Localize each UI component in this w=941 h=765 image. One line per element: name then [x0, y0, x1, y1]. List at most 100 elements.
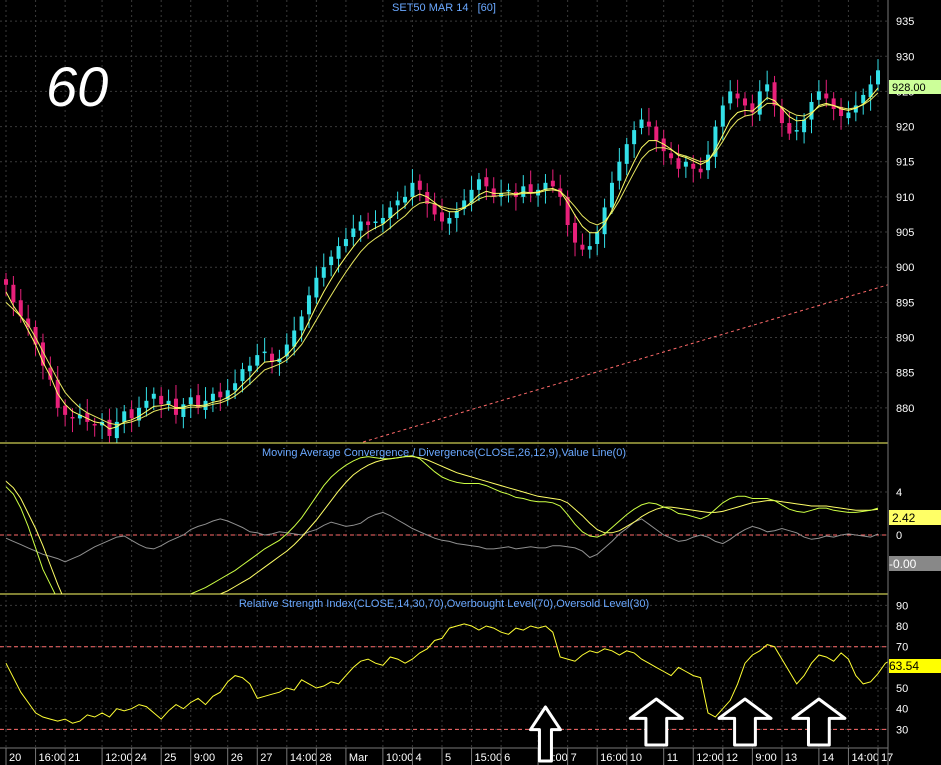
candle-body: [366, 221, 371, 226]
candle-body: [720, 105, 725, 127]
candle-body: [757, 91, 762, 115]
candle-body: [225, 390, 230, 400]
candle-body: [188, 397, 193, 405]
candle-body: [403, 196, 408, 203]
rsi-line: [5, 623, 888, 724]
candle-body: [617, 161, 622, 181]
candles: [4, 59, 880, 443]
up-arrow-2-icon: [628, 697, 684, 747]
candle-body: [809, 101, 814, 120]
time-tick-label: 5: [445, 752, 451, 764]
candle-body: [270, 353, 275, 363]
time-tick-label: 6: [504, 752, 510, 764]
time-tick-label: 16:00: [39, 752, 67, 764]
candle-body: [144, 400, 149, 408]
price-axis: 880885890895900905910915920925930935: [896, 16, 914, 415]
candle-body: [388, 207, 393, 218]
time-tick-label: 13: [785, 752, 797, 764]
time-tick-label: 14:00: [290, 752, 318, 764]
candle-body: [107, 419, 112, 436]
candle-body: [314, 277, 319, 298]
candle-body: [676, 158, 681, 169]
time-tick-label: 7: [571, 752, 577, 764]
candle-body: [373, 221, 378, 223]
candle-body: [706, 154, 711, 171]
up-arrow-3-icon: [717, 697, 773, 747]
price-tick-label: 910: [896, 192, 914, 204]
candle-body: [462, 200, 467, 209]
price-tick-label: 900: [896, 262, 914, 274]
candle-body: [240, 369, 245, 382]
candle-body: [181, 404, 186, 417]
up-arrow-1-icon: [528, 705, 562, 763]
macd-last-value: 2.42: [892, 511, 916, 525]
time-tick-label: 10:00: [386, 752, 414, 764]
candle-body: [580, 244, 585, 250]
candle-body: [713, 126, 718, 157]
candle-body: [646, 121, 651, 127]
macd-zero-label: -0.00: [889, 556, 941, 571]
annotation-arrows[interactable]: [528, 697, 847, 763]
price-tick-label: 885: [896, 368, 914, 380]
candle-body: [380, 217, 385, 224]
candle-body: [218, 391, 223, 398]
chart-title: SET50 MAR 14 [60]: [392, 2, 496, 14]
candle-body: [735, 93, 740, 99]
candle-body: [40, 342, 45, 366]
candle-body: [853, 105, 858, 113]
candle-body: [351, 228, 356, 237]
up-arrow-4-icon: [791, 697, 847, 747]
time-tick-label: 24: [135, 752, 147, 764]
macd-tick-label: 0: [896, 530, 902, 542]
candle-body: [691, 163, 696, 169]
macd-signal-line: [5, 456, 879, 594]
macd-axis: 04: [896, 487, 902, 542]
candle-body: [587, 246, 592, 250]
candle-body: [491, 188, 496, 197]
candle-body: [742, 98, 747, 106]
candle-body: [794, 130, 799, 132]
candle-body: [876, 70, 880, 85]
time-tick-label: 21: [68, 752, 80, 764]
ma-fast-line: [5, 87, 879, 430]
price-panel[interactable]: [4, 59, 888, 478]
macd-panel[interactable]: [0, 455, 888, 651]
price-tick-label: 895: [896, 297, 914, 309]
candle-body: [137, 407, 142, 421]
candle-body: [573, 222, 578, 243]
time-tick-label: 12: [726, 752, 738, 764]
price-tick-label: 905: [896, 227, 914, 239]
candle-body: [151, 393, 156, 399]
candle-body: [654, 126, 659, 141]
candle-body: [632, 130, 637, 145]
time-tick-label: 14:00: [851, 752, 879, 764]
trend-line[interactable]: [242, 284, 888, 478]
candle-body: [417, 180, 422, 190]
time-tick-label: 10: [630, 752, 642, 764]
candle-body: [558, 188, 563, 197]
ma-slow-line: [5, 92, 879, 426]
candle-body: [70, 416, 75, 419]
time-tick-label: 12:00: [696, 752, 724, 764]
candle-body: [292, 330, 297, 347]
candle-body: [728, 91, 733, 104]
time-tick-label: 12:00: [105, 752, 133, 764]
candle-body: [609, 182, 614, 208]
rsi-panel[interactable]: [0, 623, 893, 730]
candle-body: [765, 84, 770, 92]
candle-body: [565, 196, 570, 226]
rsi-tick-label: 80: [896, 621, 908, 633]
candle-body: [321, 267, 326, 278]
time-axis[interactable]: 20 16:00 21 12:00 24 25 9:00 26 27 14:00 28 Mar 10:0…: [5, 748, 893, 765]
candle-body: [196, 395, 201, 408]
macd-tick-label: 4: [896, 487, 902, 499]
candle-body: [816, 91, 821, 100]
candle-body: [550, 180, 555, 187]
time-tick-label: 14: [822, 752, 834, 764]
price-tick-label: 890: [896, 333, 914, 345]
candle-body: [336, 246, 341, 259]
candle-body: [432, 203, 437, 215]
rsi-tick-label: 40: [896, 704, 908, 716]
